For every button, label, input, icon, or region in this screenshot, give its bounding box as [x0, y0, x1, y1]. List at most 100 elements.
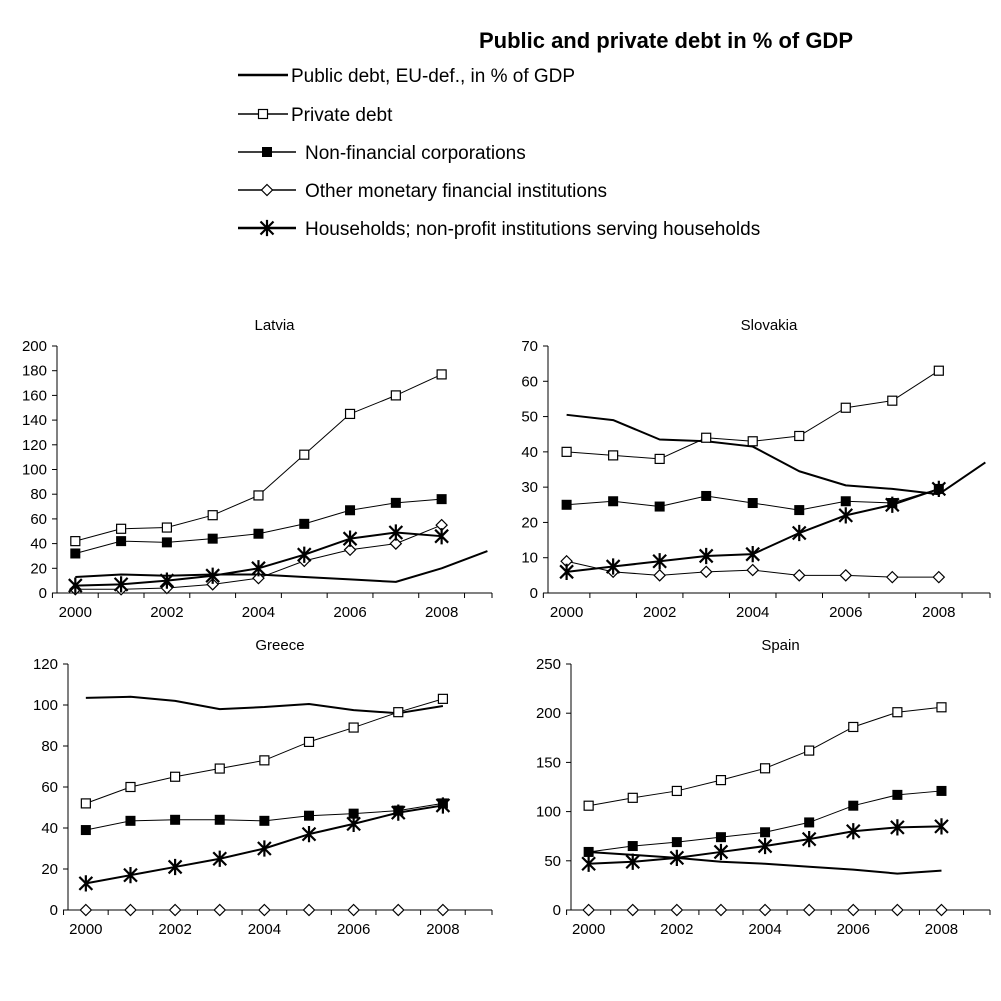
series-public-latvia [75, 550, 488, 583]
point-hh-spain-2000 [581, 855, 596, 872]
series-public-greece [85, 695, 444, 715]
point-private-greece-2004 [259, 755, 270, 766]
series-hh-latvia [68, 524, 449, 594]
series-private-greece [80, 693, 449, 809]
y-tick-label-latvia: 0 [39, 585, 47, 602]
series-nfc-greece [80, 798, 448, 836]
point-private-latvia-2001 [116, 523, 127, 534]
point-private-greece-2001 [125, 781, 136, 793]
series-omfi-greece [79, 903, 450, 917]
y-tick-label-latvia: 140 [22, 412, 47, 429]
point-nfc-slovakia-2003 [701, 490, 712, 501]
series-hh-greece [78, 797, 451, 892]
chart-title: Public and private debt in % of GDP [478, 28, 853, 53]
point-private-spain-2006 [848, 721, 859, 733]
point-nfc-latvia-2007 [390, 497, 401, 508]
point-nfc-spain-2003 [715, 832, 726, 843]
point-private-slovakia-2006 [840, 402, 851, 413]
point-private-latvia-2008 [436, 369, 447, 380]
y-tick-label-latvia: 100 [22, 462, 47, 479]
point-hh-spain-2005 [801, 831, 817, 848]
point-omfi-spain-2000 [582, 903, 595, 917]
panel-title-greece: Greece [255, 637, 304, 654]
point-private-slovakia-2003 [701, 432, 712, 443]
panel-latvia: Latvia 0 20 40 60 80 100 120 140 160 180 200 2000 200… [22, 317, 493, 621]
point-hh-slovakia-2002 [652, 553, 667, 570]
x-tick-label-greece: 2000 [69, 921, 102, 938]
point-private-latvia-2007 [390, 390, 401, 401]
point-hh-spain-2001 [625, 853, 641, 870]
y-tick-label-greece: 20 [41, 861, 58, 878]
point-hh-spain-2008 [934, 818, 949, 835]
point-omfi-slovakia-2004 [746, 563, 760, 577]
point-hh-greece-2008 [435, 797, 451, 814]
y-tick-label-spain: 0 [553, 902, 561, 919]
point-private-spain-2002 [671, 785, 682, 797]
point-hh-spain-2002 [669, 849, 685, 866]
series-line-private-spain [588, 706, 942, 807]
point-nfc-latvia-2005 [299, 518, 310, 529]
series-hh-spain [581, 818, 949, 872]
point-private-latvia-2005 [299, 449, 310, 460]
series-line-private-latvia [75, 373, 442, 542]
point-hh-latvia-2005 [296, 546, 312, 563]
y-tick-label-spain: 50 [544, 853, 561, 870]
point-private-slovakia-2004 [747, 436, 758, 447]
x-tick-label-latvia: 2000 [59, 604, 92, 621]
point-omfi-spain-2006 [846, 903, 860, 917]
y-tick-label-greece: 80 [41, 738, 58, 755]
panel-slovakia: Slovakia 0 10 20 30 40 50 60 70 2000 2002 2004 2006 2… [521, 317, 991, 621]
point-omfi-greece-2007 [391, 903, 405, 917]
point-nfc-latvia-2008 [436, 494, 447, 505]
point-hh-latvia-2002 [159, 572, 175, 589]
point-nfc-slovakia-2004 [747, 498, 758, 509]
point-nfc-greece-2001 [125, 815, 136, 826]
series-private-slovakia [561, 365, 944, 465]
legend-item-nfc: Non-financial corporations [238, 143, 526, 164]
x-tick-label-slovakia: 2000 [550, 604, 583, 621]
point-nfc-spain-2008 [936, 785, 947, 796]
legend-label-private: Private debt [291, 105, 393, 126]
point-omfi-latvia-2006 [343, 543, 357, 557]
point-nfc-spain-2000 [583, 846, 594, 857]
x-tick-label-slovakia: 2004 [736, 604, 769, 621]
point-private-greece-2002 [170, 771, 181, 782]
point-hh-greece-2005 [301, 826, 317, 843]
series-line-public-spain [588, 850, 942, 875]
legend-label-nfc: Non-financial corporations [305, 143, 526, 164]
x-tick-label-slovakia: 2006 [829, 604, 862, 621]
legend-marker-nfc [262, 147, 272, 157]
series-private-latvia [70, 369, 447, 547]
panel-title-latvia: Latvia [254, 317, 295, 334]
point-omfi-greece-2006 [347, 903, 360, 917]
x-tick-label-spain: 2008 [925, 921, 958, 938]
point-hh-spain-2004 [757, 837, 773, 855]
series-line-private-greece [85, 698, 444, 804]
legend-item-hh: Households; non-profit institutions serv… [238, 219, 760, 240]
point-omfi-greece-2004 [258, 903, 271, 917]
point-nfc-slovakia-2002 [654, 501, 665, 512]
series-omfi-slovakia [560, 554, 946, 584]
y-tick-label-slovakia: 60 [521, 373, 538, 390]
point-private-slovakia-2001 [608, 450, 619, 461]
y-tick-label-greece: 100 [33, 697, 58, 714]
legend-label-omfi: Other monetary financial institutions [305, 181, 607, 202]
point-private-latvia-2004 [253, 490, 264, 501]
point-hh-spain-2006 [845, 823, 861, 840]
point-hh-latvia-2001 [113, 576, 129, 593]
point-private-greece-2005 [303, 736, 315, 748]
legend-item-private: Private debt [238, 105, 393, 126]
point-hh-greece-2001 [123, 867, 138, 884]
x-tick-label-latvia: 2008 [425, 604, 458, 621]
legend-label-public: Public debt, EU-def., in % of GDP [291, 66, 575, 87]
point-hh-greece-2004 [257, 840, 272, 857]
point-omfi-spain-2001 [626, 903, 640, 917]
point-omfi-latvia-2003 [206, 578, 220, 591]
x-tick-label-latvia: 2006 [333, 604, 366, 621]
x-tick-label-spain: 2004 [748, 921, 781, 938]
y-tick-label-slovakia: 40 [521, 444, 538, 461]
point-nfc-spain-2002 [671, 837, 682, 848]
series-public-slovakia [566, 413, 986, 496]
point-hh-latvia-2004 [251, 560, 266, 577]
